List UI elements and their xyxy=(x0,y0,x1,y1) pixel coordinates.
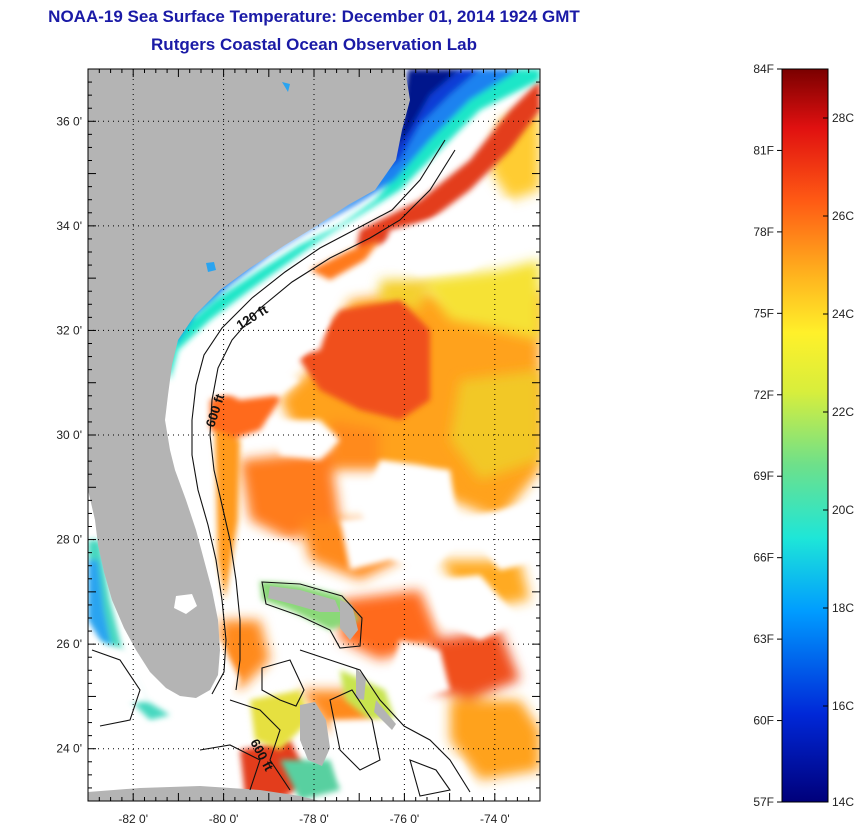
latitude-labels: 36 0' 34 0' 32 0' 30 0' 28 0' 26 0' 24 0' xyxy=(56,114,82,755)
abaco xyxy=(340,600,358,640)
contour-600ft xyxy=(209,149,456,691)
frame-ticks xyxy=(87,68,541,802)
cuba xyxy=(88,786,320,801)
lon-tick-label: -82 0' xyxy=(118,812,148,826)
lat-tick-label: 32 0' xyxy=(56,323,82,337)
lon-tick-label: -80 0' xyxy=(209,812,239,826)
map-title: NOAA-19 Sea Surface Temperature: Decembe… xyxy=(48,7,580,26)
contour-120ft xyxy=(191,139,446,695)
lat-tick-label: 26 0' xyxy=(56,637,82,651)
lon-tick-label: -78 0' xyxy=(299,812,329,826)
bathymetry-contours xyxy=(91,139,471,797)
lon-tick-label: -76 0' xyxy=(390,812,420,826)
lat-tick-label: 24 0' xyxy=(56,742,82,756)
inland-water xyxy=(206,82,290,272)
lat-tick-label: 36 0' xyxy=(56,114,82,128)
graticule xyxy=(88,69,540,801)
grand-bahama xyxy=(268,586,340,612)
lat-tick-label: 30 0' xyxy=(56,428,82,442)
lat-tick-label: 28 0' xyxy=(56,533,82,547)
lat-tick-label: 34 0' xyxy=(56,219,82,233)
lake-okeechobee xyxy=(174,594,197,614)
exuma xyxy=(374,700,396,730)
lon-tick-label: -74 0' xyxy=(480,812,510,826)
andros-island xyxy=(300,702,330,766)
longitude-labels: -82 0' -80 0' -78 0' -76 0' -74 0' xyxy=(118,812,509,826)
map-subtitle: Rutgers Coastal Ocean Observation Lab xyxy=(151,35,477,54)
